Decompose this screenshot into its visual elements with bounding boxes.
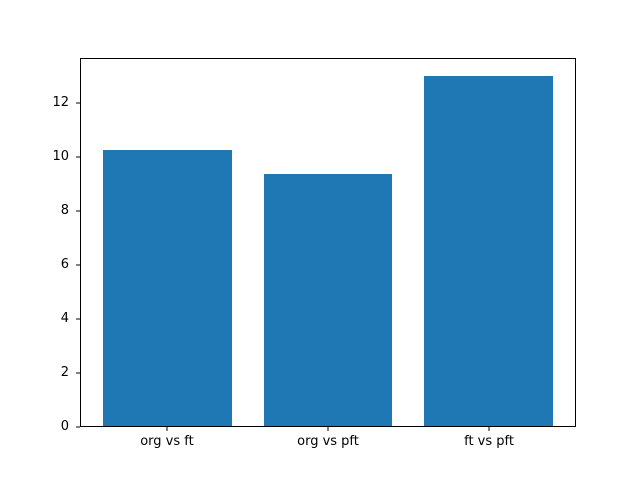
bar-org-vs-ft (103, 149, 232, 426)
x-tick-label: org vs ft (140, 434, 194, 449)
y-tick-mark (76, 102, 80, 104)
x-axis: org vs ft org vs pft ft vs pft (80, 427, 576, 467)
x-tick-mark (488, 427, 490, 431)
bar-org-vs-pft (263, 174, 393, 426)
x-tick-mark (327, 427, 329, 431)
x-tick-label: org vs pft (297, 434, 359, 449)
y-tick-mark (76, 210, 80, 212)
y-axis: 0 2 4 6 8 10 12 (0, 58, 80, 434)
y-tick-label: 8 (60, 202, 69, 218)
x-tick-label: ft vs pft (464, 434, 514, 449)
bar-ft-vs-pft (424, 76, 553, 426)
y-tick-mark (76, 156, 80, 158)
y-tick-mark (76, 426, 80, 428)
y-tick-label: 6 (60, 256, 69, 272)
y-tick-mark (76, 318, 80, 320)
y-tick-label: 0 (60, 419, 69, 434)
y-tick-mark (76, 372, 80, 374)
x-tick-mark (166, 427, 168, 431)
y-tick-label: 10 (52, 148, 69, 164)
y-tick-mark (76, 264, 80, 266)
plot-area (80, 58, 576, 427)
y-tick-label: 4 (60, 310, 69, 326)
y-tick-label: 2 (60, 364, 69, 380)
y-tick-label: 12 (52, 94, 69, 110)
